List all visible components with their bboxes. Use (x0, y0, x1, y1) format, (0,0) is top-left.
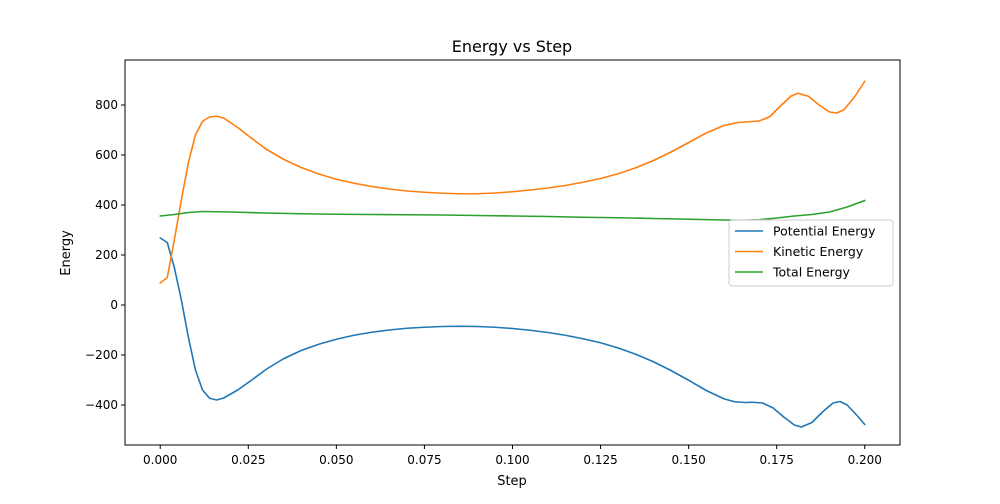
x-tick-label: 0.075 (407, 453, 441, 467)
x-tick-label: 0.200 (848, 453, 882, 467)
y-tick-label: 600 (95, 148, 118, 162)
y-tick-label: 400 (95, 198, 118, 212)
legend: Potential Energy Kinetic Energy Total Ener… (728, 219, 894, 287)
y-axis-label: Energy (59, 230, 74, 276)
axes-frame (124, 59, 901, 446)
x-tick-label: 0.025 (231, 453, 265, 467)
y-axis-ticks: −400 −200 0 200 400 600 800 (85, 98, 125, 412)
chart-title: Energy vs Step (452, 37, 572, 56)
legend-label: Potential Energy (773, 224, 876, 239)
x-tick-label: 0.000 (143, 453, 177, 467)
y-tick-label: 200 (95, 248, 118, 262)
x-tick-label: 0.100 (495, 453, 529, 467)
legend-label: Kinetic Energy (773, 244, 864, 259)
series-line-kinetic-energy (159, 80, 866, 284)
x-tick-label: 0.050 (319, 453, 353, 467)
series-line-total-energy (159, 199, 866, 222)
y-tick-label: 0 (110, 298, 118, 312)
y-tick-label: −400 (85, 398, 118, 412)
y-tick-label: 800 (95, 98, 118, 112)
x-axis-label: Step (497, 474, 527, 489)
series-line-potential-energy (159, 237, 866, 428)
x-tick-label: 0.150 (671, 453, 705, 467)
x-tick-label: 0.125 (583, 453, 617, 467)
y-tick-label: −200 (85, 348, 118, 362)
legend-box (728, 219, 894, 287)
x-tick-label: 0.175 (760, 453, 794, 467)
plot-area (159, 80, 866, 428)
legend-label: Total Energy (772, 265, 851, 280)
x-axis-ticks: 0.000 0.025 0.050 0.075 0.100 0.125 0.150 0.175… (143, 445, 882, 467)
